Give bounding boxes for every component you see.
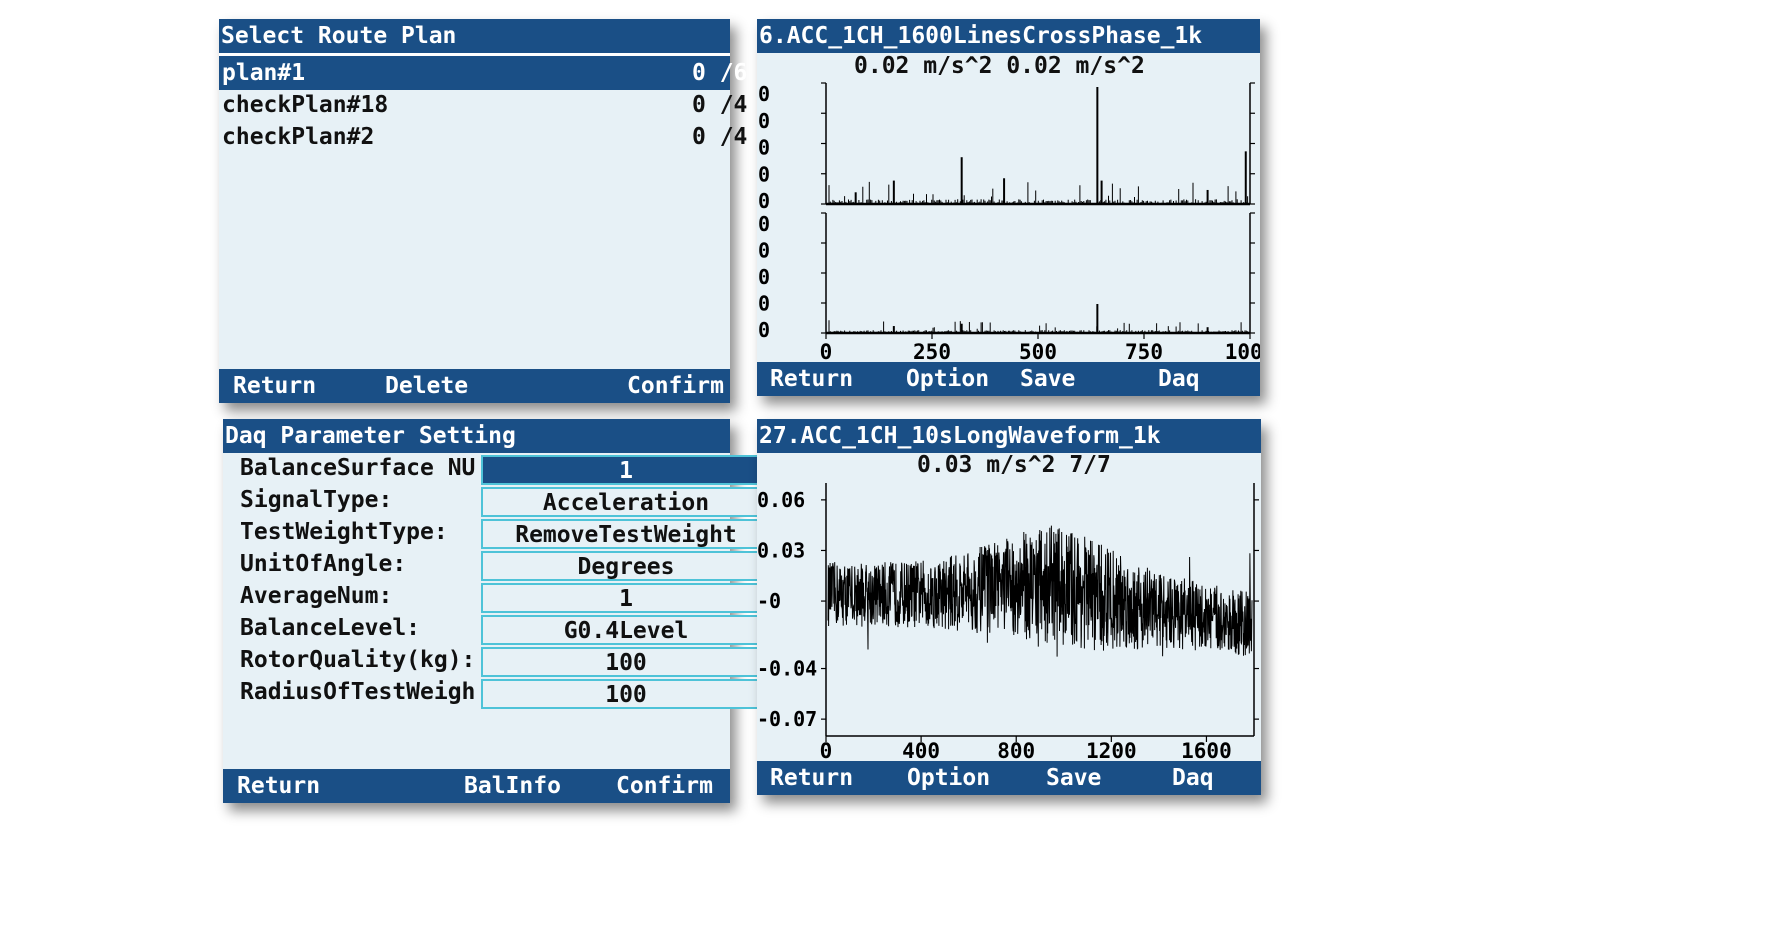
daq-param-footer: Return BalInfo Confirm [223, 769, 730, 803]
param-label: SignalType: [240, 487, 393, 513]
param-value-field[interactable]: 1 [481, 583, 771, 613]
y-tick-label: 0 [758, 136, 770, 160]
plan-row[interactable]: plan#1 0 /6 [219, 56, 747, 90]
y-tick-label: -0.04 [757, 657, 817, 681]
x-tick-label: 400 [902, 739, 940, 761]
y-tick-label: 0 [758, 318, 770, 342]
param-label: RadiusOfTestWeigh [240, 679, 476, 705]
daq-param-title: Daq Parameter Setting [223, 419, 730, 453]
return-button[interactable]: Return [770, 765, 854, 791]
y-tick-label: 0 [758, 109, 770, 133]
y-tick-label: 0 [758, 82, 770, 106]
y-tick-label: 0 [758, 189, 770, 213]
daq-button[interactable]: Daq [1158, 366, 1200, 392]
waveform-panel: 27.ACC_1CH_10sLongWaveform_1k 0.03 m/s^2… [757, 419, 1261, 795]
x-tick-label: 750 [1125, 340, 1163, 362]
daq-param-panel: Daq Parameter Setting BalanceSurface NU 1… [223, 419, 771, 803]
plan-count: 0 /6 [692, 60, 748, 86]
spectrum-title: 6.ACC_1CH_1600LinesCrossPhase_1k [757, 19, 1260, 53]
plan-count: 0 /4 [692, 124, 748, 150]
plan-name: checkPlan#18 [222, 92, 389, 118]
option-button[interactable]: Option [906, 366, 990, 392]
route-plan-footer: Return Delete Confirm [219, 369, 730, 403]
return-button[interactable]: Return [233, 373, 317, 399]
param-value-field[interactable]: 1 [481, 455, 771, 485]
return-button[interactable]: Return [770, 366, 854, 392]
option-button[interactable]: Option [907, 765, 991, 791]
y-tick-label: 0 [758, 265, 770, 289]
y-tick-label: -0 [757, 589, 781, 613]
y-tick-label: 0 [758, 292, 770, 316]
y-tick-label: 0 [758, 212, 770, 236]
save-button[interactable]: Save [1046, 765, 1102, 791]
y-tick-label: 0.06 [757, 488, 805, 512]
plan-name: plan#1 [222, 60, 306, 86]
x-tick-label: 1200 [1086, 739, 1137, 761]
waveform-title: 27.ACC_1CH_10sLongWaveform_1k [757, 419, 1261, 453]
delete-button[interactable]: Delete [385, 373, 469, 399]
param-label: BalanceLevel: [240, 615, 421, 641]
waveform-readout: 0.03 m/s^2 7/7 [917, 452, 1111, 478]
y-tick-label: 0 [758, 239, 770, 263]
spectrum-panel: 6.ACC_1CH_1600LinesCrossPhase_1k 0.02 m/… [757, 19, 1260, 396]
plan-count: 0 /4 [692, 92, 748, 118]
y-tick-label: -0.07 [757, 707, 817, 731]
param-label: BalanceSurface NU [240, 455, 476, 481]
x-tick-label: 0 [820, 739, 833, 761]
x-tick-label: 1000 [1225, 340, 1260, 362]
y-tick-label: 0 [758, 162, 770, 186]
param-value-field[interactable]: 100 [481, 679, 771, 709]
x-tick-label: 1600 [1181, 739, 1232, 761]
spectrum-footer: Return Option Save Daq [757, 362, 1260, 396]
param-label: AverageNum: [240, 583, 393, 609]
param-label: UnitOfAngle: [240, 551, 407, 577]
x-tick-label: 500 [1019, 340, 1057, 362]
confirm-button[interactable]: Confirm [627, 373, 724, 399]
param-value-field[interactable]: Degrees [481, 551, 771, 581]
param-value-field[interactable]: RemoveTestWeight [481, 519, 771, 549]
spectrum-noise-trace [828, 320, 1249, 333]
plan-name: checkPlan#2 [222, 124, 375, 150]
title-divider [219, 53, 730, 56]
route-plan-panel: Select Route Plan plan#1 0 /6 checkPlan#… [219, 19, 747, 403]
param-value-field[interactable]: Acceleration [481, 487, 771, 517]
param-value-field[interactable]: 100 [481, 647, 771, 677]
x-tick-label: 0 [820, 340, 833, 362]
y-tick-label: 0.03 [757, 538, 805, 562]
balinfo-button[interactable]: BalInfo [464, 773, 561, 799]
daq-button[interactable]: Daq [1172, 765, 1214, 791]
waveform-chart[interactable]: 0.06 0.03 -0 -0.04 -0.070 400 800 1200 1600 [757, 419, 1261, 761]
param-label: RotorQuality(kg): [240, 647, 476, 673]
confirm-button[interactable]: Confirm [616, 773, 713, 799]
spectrum-noise-trace [828, 181, 1249, 204]
spectrum-chart[interactable]: 000000000002505007501000 [757, 19, 1260, 362]
waveform-footer: Return Option Save Daq [757, 761, 1261, 795]
waveform-trace [827, 525, 1253, 657]
return-button[interactable]: Return [237, 773, 321, 799]
param-label: TestWeightType: [240, 519, 448, 545]
spectrum-readout: 0.02 m/s^2 0.02 m/s^2 [854, 53, 1145, 79]
x-tick-label: 250 [913, 340, 951, 362]
plan-row[interactable]: checkPlan#18 0 /4 [219, 88, 747, 122]
plan-row[interactable]: checkPlan#2 0 /4 [219, 120, 747, 154]
save-button[interactable]: Save [1020, 366, 1076, 392]
x-tick-label: 800 [997, 739, 1035, 761]
param-value-field[interactable]: G0.4Level [481, 615, 771, 645]
route-plan-title: Select Route Plan [219, 19, 730, 53]
